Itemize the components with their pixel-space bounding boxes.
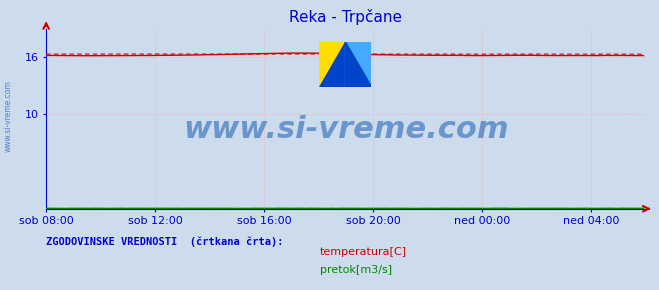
Polygon shape	[345, 41, 372, 86]
Text: pretok[m3/s]: pretok[m3/s]	[320, 265, 391, 275]
Text: ZGODOVINSKE VREDNOSTI  (črtkana črta):: ZGODOVINSKE VREDNOSTI (črtkana črta):	[46, 237, 283, 247]
Polygon shape	[319, 41, 345, 86]
Title: Reka - Trpčane: Reka - Trpčane	[289, 9, 403, 25]
Text: www.si-vreme.com: www.si-vreme.com	[183, 115, 509, 144]
Text: www.si-vreme.com: www.si-vreme.com	[3, 80, 13, 152]
Polygon shape	[345, 41, 372, 86]
Polygon shape	[319, 41, 345, 86]
Text: temperatura[C]: temperatura[C]	[320, 247, 407, 257]
